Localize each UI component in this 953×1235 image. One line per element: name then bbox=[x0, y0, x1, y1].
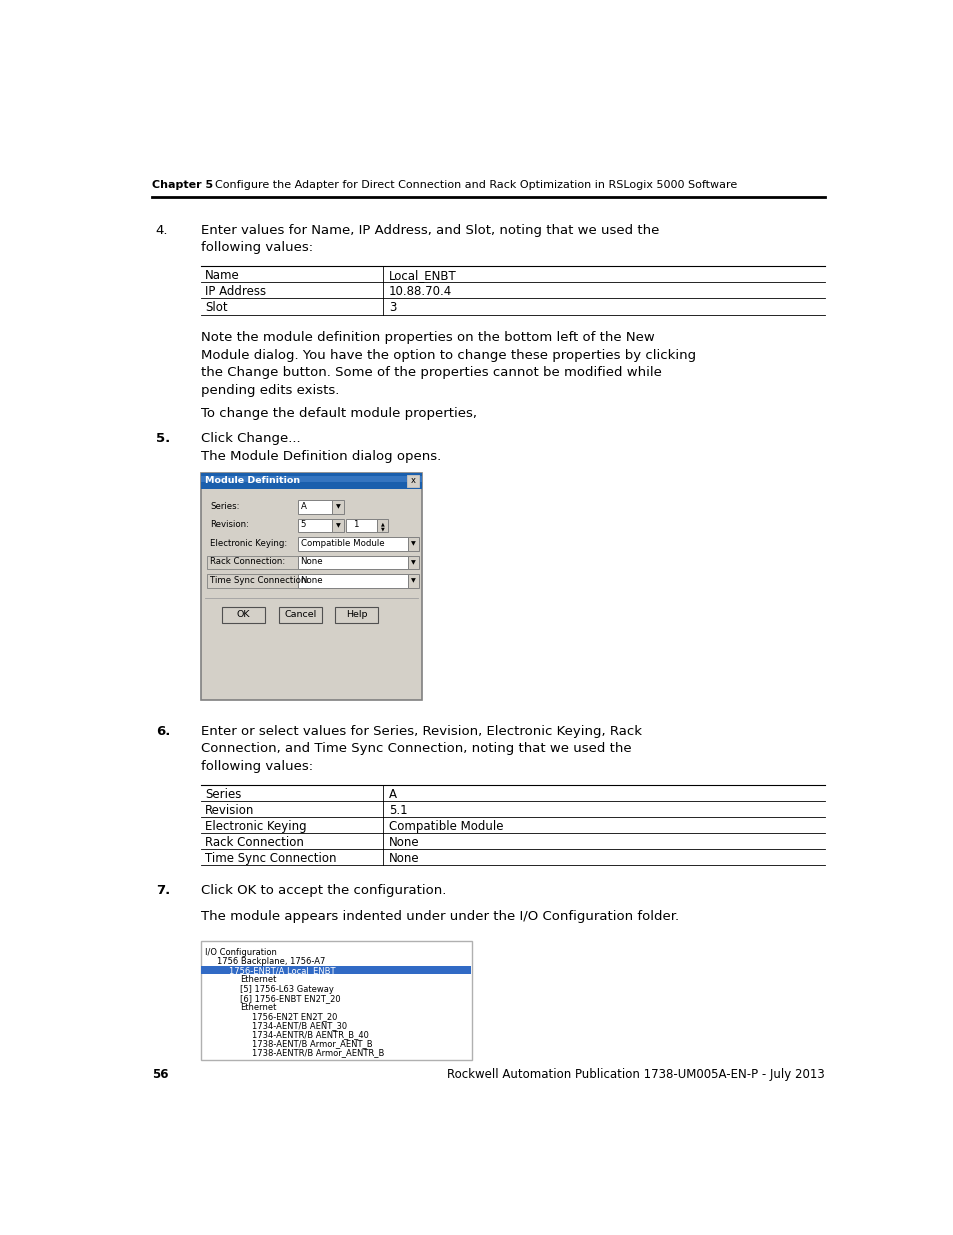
Text: Configure the Adapter for Direct Connection and Rack Optimization in RSLogix 500: Configure the Adapter for Direct Connect… bbox=[215, 180, 737, 190]
Bar bbox=[200, 477, 421, 483]
Bar bbox=[335, 608, 377, 622]
Text: ▲: ▲ bbox=[380, 521, 384, 526]
Bar bbox=[200, 473, 421, 489]
Bar bbox=[297, 574, 407, 588]
Text: 7.: 7. bbox=[155, 884, 170, 898]
Text: The Module Definition dialog opens.: The Module Definition dialog opens. bbox=[200, 450, 440, 463]
Text: I/O Configuration: I/O Configuration bbox=[205, 948, 277, 957]
Text: Enter or select values for Series, Revision, Electronic Keying, Rack
Connection,: Enter or select values for Series, Revis… bbox=[200, 725, 641, 773]
Text: 6.: 6. bbox=[155, 725, 170, 739]
Text: Time Sync Connection:: Time Sync Connection: bbox=[210, 576, 309, 584]
Bar bbox=[407, 537, 418, 551]
Text: Electronic Keying: Electronic Keying bbox=[205, 820, 307, 834]
Bar bbox=[377, 519, 388, 532]
Text: A: A bbox=[389, 788, 396, 802]
Text: None: None bbox=[389, 852, 419, 866]
Text: OK: OK bbox=[236, 610, 250, 619]
Text: 10.88.70.4: 10.88.70.4 bbox=[389, 285, 452, 299]
Text: Revision: Revision bbox=[205, 804, 254, 818]
Bar bbox=[332, 500, 344, 514]
Bar bbox=[407, 574, 418, 588]
Text: Help: Help bbox=[346, 610, 367, 619]
Text: None: None bbox=[389, 836, 419, 850]
Text: Slot: Slot bbox=[205, 301, 228, 315]
Text: 5: 5 bbox=[300, 520, 306, 529]
Text: Local_ENBT: Local_ENBT bbox=[389, 269, 456, 282]
Bar bbox=[332, 519, 344, 532]
Bar bbox=[222, 608, 265, 622]
Text: 1756-ENBT/A Local_ENBT: 1756-ENBT/A Local_ENBT bbox=[229, 967, 335, 976]
Text: Module Definition: Module Definition bbox=[205, 475, 300, 485]
Text: Compatible Module: Compatible Module bbox=[389, 820, 503, 834]
Text: 1: 1 bbox=[353, 520, 357, 529]
Text: Note the module definition properties on the bottom left of the New
Module dialo: Note the module definition properties on… bbox=[200, 331, 695, 396]
Text: IP Address: IP Address bbox=[205, 285, 266, 299]
Bar bbox=[200, 473, 421, 700]
Text: 1738-AENT/B Armor_AENT_B: 1738-AENT/B Armor_AENT_B bbox=[252, 1039, 372, 1049]
Text: Ethernet: Ethernet bbox=[240, 1003, 276, 1011]
Text: 1734-AENT/B AENT_30: 1734-AENT/B AENT_30 bbox=[252, 1021, 347, 1030]
Text: Enter values for Name, IP Address, and Slot, noting that we used the
following v: Enter values for Name, IP Address, and S… bbox=[200, 224, 659, 254]
Text: [5] 1756-L63 Gateway: [5] 1756-L63 Gateway bbox=[240, 984, 334, 994]
Text: 56: 56 bbox=[152, 1067, 168, 1081]
Text: Time Sync Connection: Time Sync Connection bbox=[205, 852, 336, 866]
Text: ▼: ▼ bbox=[411, 541, 416, 546]
Bar bbox=[346, 519, 377, 532]
Text: Ethernet: Ethernet bbox=[240, 976, 276, 984]
Bar bbox=[297, 556, 407, 569]
Text: Cancel: Cancel bbox=[284, 610, 316, 619]
Text: Compatible Module: Compatible Module bbox=[300, 538, 384, 547]
Text: ▼: ▼ bbox=[335, 505, 340, 510]
Bar bbox=[297, 500, 332, 514]
Bar bbox=[207, 574, 410, 588]
Bar bbox=[406, 475, 418, 487]
Text: None: None bbox=[300, 557, 323, 566]
Text: A: A bbox=[300, 501, 306, 510]
Text: Revision:: Revision: bbox=[210, 520, 249, 529]
Text: ▼: ▼ bbox=[411, 559, 416, 564]
Text: ▼: ▼ bbox=[411, 578, 416, 583]
Text: 1756 Backplane, 1756-A7: 1756 Backplane, 1756-A7 bbox=[216, 957, 325, 966]
Text: Rack Connection: Rack Connection bbox=[205, 836, 304, 850]
Bar bbox=[278, 608, 321, 622]
Bar bbox=[207, 556, 410, 569]
Text: 3: 3 bbox=[389, 301, 395, 315]
Text: 5.: 5. bbox=[155, 432, 170, 446]
Text: The module appears indented under under the I/O Configuration folder.: The module appears indented under under … bbox=[200, 910, 678, 923]
Text: [6] 1756-ENBT EN2T_20: [6] 1756-ENBT EN2T_20 bbox=[240, 994, 340, 1003]
Text: To change the default module properties,: To change the default module properties, bbox=[200, 406, 477, 420]
Bar bbox=[407, 556, 418, 569]
Text: None: None bbox=[300, 576, 323, 584]
Text: Click Change...: Click Change... bbox=[200, 432, 300, 446]
Text: Name: Name bbox=[205, 269, 240, 282]
Text: 1738-AENTR/B Armor_AENTR_B: 1738-AENTR/B Armor_AENTR_B bbox=[252, 1049, 384, 1057]
Text: Series:: Series: bbox=[210, 501, 239, 510]
Bar bbox=[297, 537, 407, 551]
Text: ▼: ▼ bbox=[335, 522, 340, 529]
Text: Series: Series bbox=[205, 788, 241, 802]
Text: 1734-AENTR/B AENTR_B_40: 1734-AENTR/B AENTR_B_40 bbox=[252, 1030, 368, 1039]
Text: 1756-EN2T EN2T_20: 1756-EN2T EN2T_20 bbox=[252, 1011, 336, 1021]
Bar bbox=[201, 966, 471, 974]
Text: Electronic Keying:: Electronic Keying: bbox=[210, 538, 287, 547]
Text: ▼: ▼ bbox=[380, 526, 384, 531]
Text: Rockwell Automation Publication 1738-UM005A-EN-P - July 2013: Rockwell Automation Publication 1738-UM0… bbox=[446, 1067, 823, 1081]
Text: Click OK to accept the configuration.: Click OK to accept the configuration. bbox=[200, 884, 446, 898]
Text: x: x bbox=[410, 477, 416, 485]
Bar bbox=[297, 519, 332, 532]
Text: Rack Connection:: Rack Connection: bbox=[210, 557, 285, 566]
Bar bbox=[200, 941, 472, 1060]
Text: 4.: 4. bbox=[155, 224, 168, 237]
Text: 5.1: 5.1 bbox=[389, 804, 407, 818]
Text: Chapter 5: Chapter 5 bbox=[152, 180, 213, 190]
